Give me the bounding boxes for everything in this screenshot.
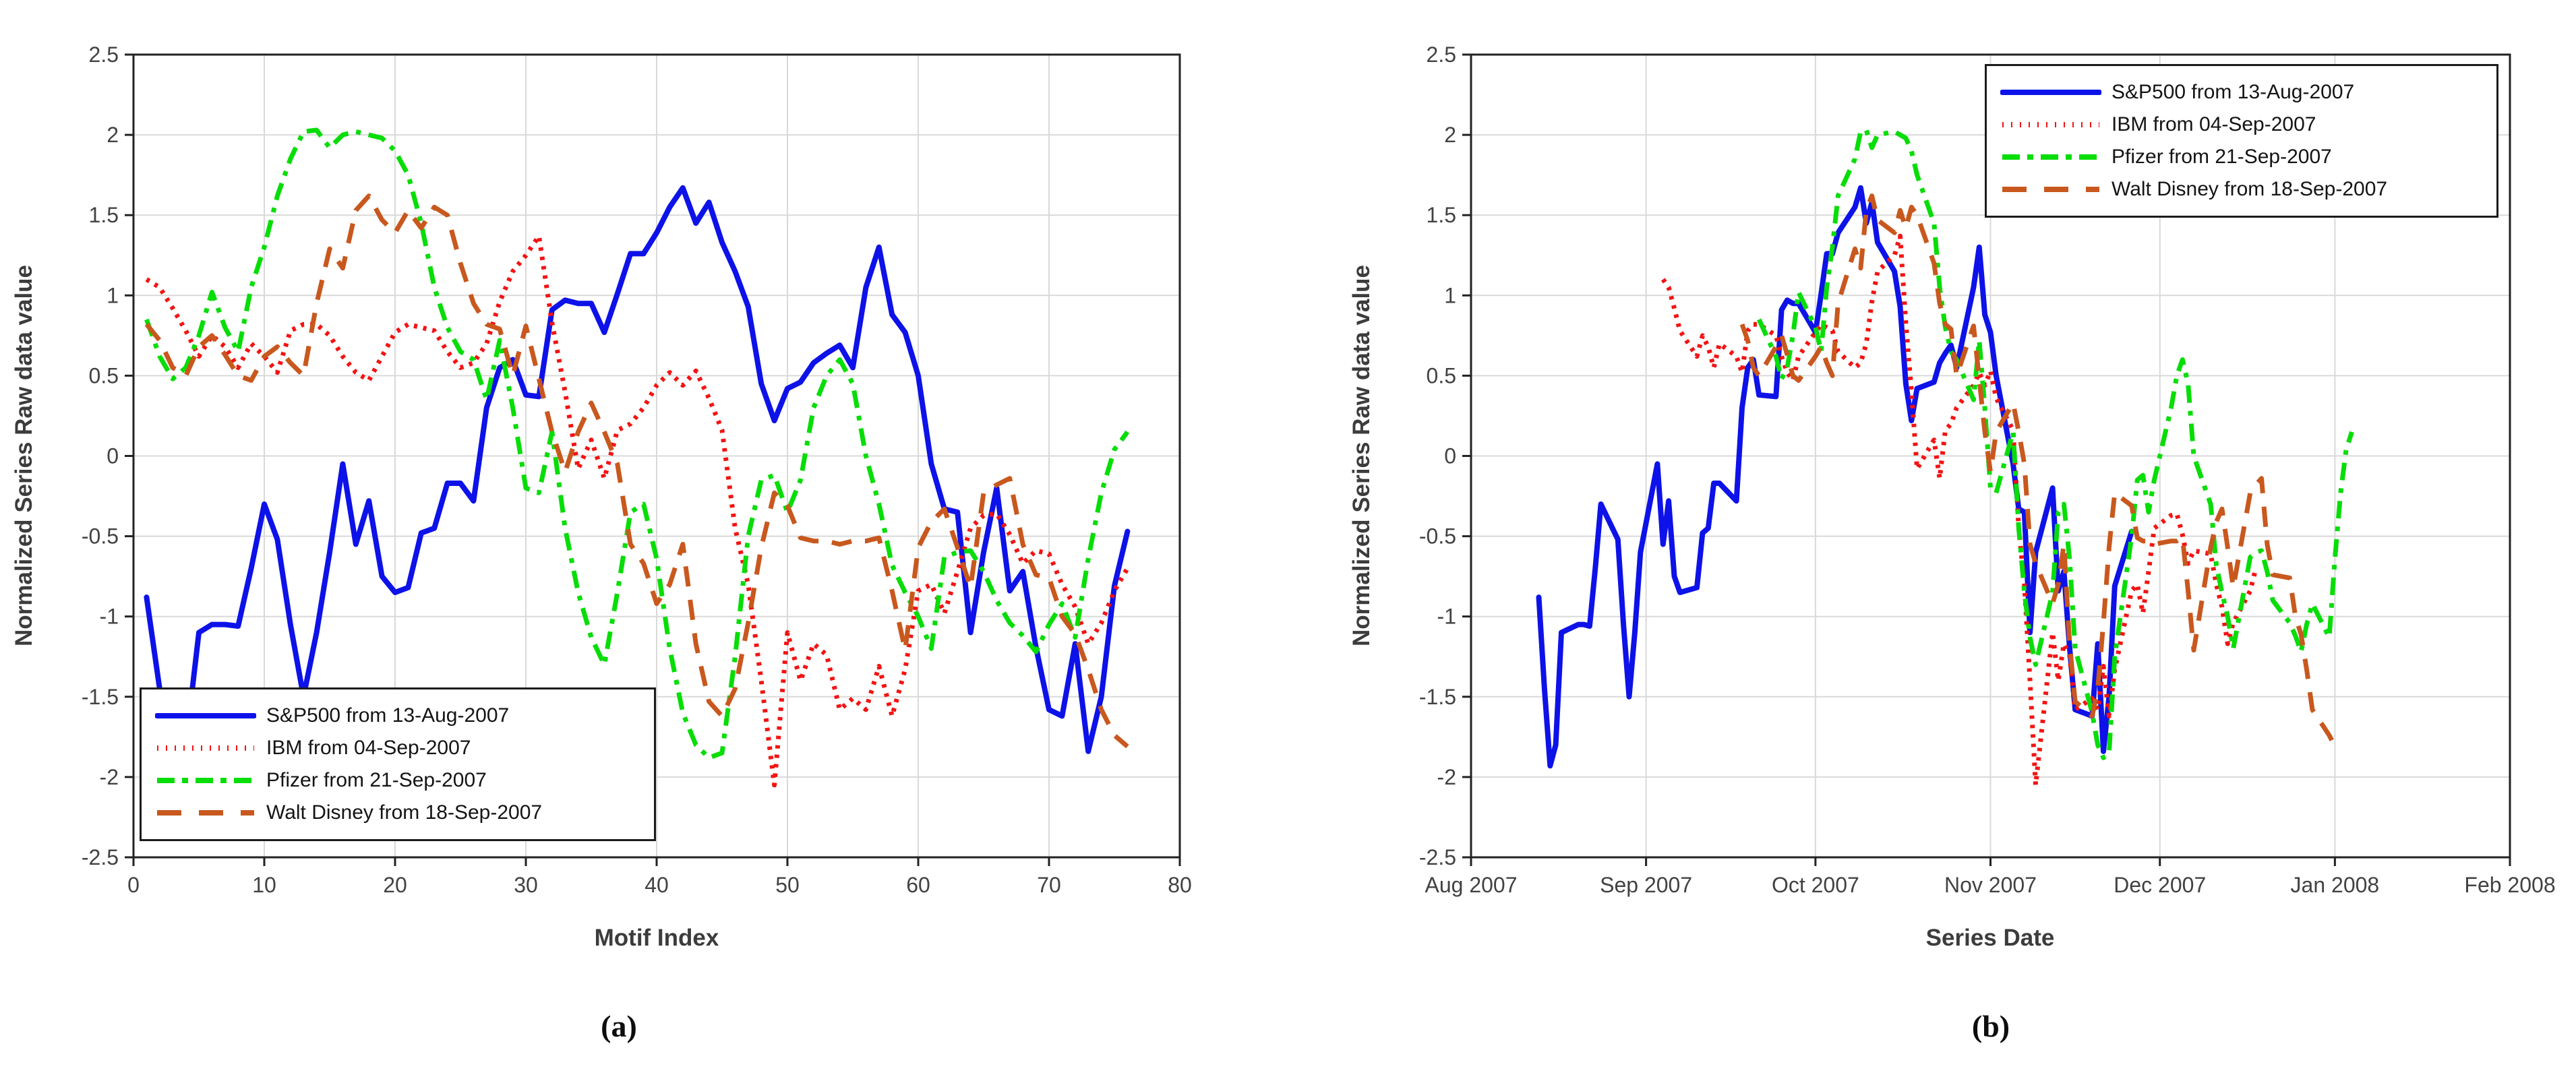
y-tick-label: 1.5 <box>89 203 119 227</box>
legend-item-pfizer: Pfizer from 21-Sep-2007 <box>1987 146 2496 168</box>
chart-b-plot: Aug 2007 Sep 2007 Oct 2007 Nov 2007 Dec 2007… <box>1419 42 2556 897</box>
x-tick-label: Nov 2007 <box>1944 873 2037 897</box>
legend-label-ibm: IBM from 04-Sep-2007 <box>2111 113 2316 135</box>
legend-label-disney: Walt Disney from 18-Sep-2007 <box>2111 178 2388 200</box>
series-line-ibm <box>1660 233 2258 788</box>
legend-label-sp500: S&P500 from 13-Aug-2007 <box>266 704 510 727</box>
legend-b: S&P500 from 13-Aug-2007 IBM from 04-Sep-… <box>1985 64 2498 218</box>
y-tick-label: 0.5 <box>1427 363 1456 388</box>
y-tick-label: -2 <box>1437 765 1456 789</box>
x-tick-label: 30 <box>514 873 538 897</box>
y-axis-label-a: Normalized Series Raw data value <box>11 264 37 647</box>
y-tick-label: 1.5 <box>1427 203 1456 227</box>
legend-item-disney: Walt Disney from 18-Sep-2007 <box>1987 178 2496 201</box>
x-axis-label-a: Motif Index <box>594 925 719 951</box>
y-tick-label: -1.5 <box>1419 685 1456 709</box>
legend-item-sp500: S&P500 from 13-Aug-2007 <box>142 704 654 727</box>
ibm-line-sample-icon <box>2000 119 2101 131</box>
series-line-pfizer <box>144 127 1130 760</box>
y-tick-label: -2.5 <box>1419 845 1456 869</box>
y-tick-label: -0.5 <box>1419 524 1456 549</box>
y-tick-label: 0 <box>1444 444 1456 468</box>
x-tick-label: 80 <box>1168 873 1192 897</box>
y-axis-label-b: Normalized Series Raw data value <box>1348 264 1375 647</box>
legend-item-pfizer: Pfizer from 21-Sep-2007 <box>142 769 654 792</box>
legend-label-disney: Walt Disney from 18-Sep-2007 <box>266 801 543 824</box>
x-tick-label: 70 <box>1037 873 1061 897</box>
series-line-sp500 <box>144 185 1131 769</box>
legend-a: S&P500 from 13-Aug-2007 IBM from 04-Sep-… <box>140 687 656 841</box>
sp500-line-sample-icon <box>155 710 256 722</box>
y-tick-label: -0.5 <box>82 524 119 549</box>
caption-b: (b) <box>1971 1009 2010 1043</box>
legend-label-pfizer: Pfizer from 21-Sep-2007 <box>2111 146 2332 168</box>
y-tick-label: -1.5 <box>82 685 119 709</box>
caption-a: (a) <box>601 1009 637 1043</box>
legend-item-sp500: S&P500 from 13-Aug-2007 <box>1987 81 2496 104</box>
x-tick-label: 60 <box>906 873 930 897</box>
legend-label-pfizer: Pfizer from 21-Sep-2007 <box>266 769 487 791</box>
legend-item-ibm: IBM from 04-Sep-2007 <box>142 737 654 760</box>
y-tick-label: -1 <box>1437 605 1456 629</box>
legend-label-sp500: S&P500 from 13-Aug-2007 <box>2111 81 2355 103</box>
x-tick-label: Sep 2007 <box>1600 873 1692 897</box>
y-tick-label: -1 <box>100 605 119 629</box>
legend-item-disney: Walt Disney from 18-Sep-2007 <box>142 801 654 824</box>
sp500-line-sample-icon <box>2000 86 2101 98</box>
y-tick-label: 2.5 <box>1427 42 1456 67</box>
y-tick-label: 0.5 <box>89 363 119 388</box>
chart-a-plot: 0 10 20 30 40 50 60 70 80 2.5 2 1.5 1 0.5 0 -0.5 -1 -1.5 -… <box>82 42 1192 897</box>
x-tick-label: 40 <box>645 873 669 897</box>
x-tick-label: 20 <box>383 873 407 897</box>
x-tick-label: Aug 2007 <box>1425 873 1517 897</box>
series-line-disney <box>144 193 1129 749</box>
pfizer-line-sample-icon <box>2000 151 2101 163</box>
ibm-line-sample-icon <box>155 742 256 754</box>
y-tick-label: 1 <box>1444 283 1456 307</box>
y-tick-label: -2 <box>100 765 119 789</box>
y-tick-label: 2 <box>107 123 119 147</box>
x-tick-label: Feb 2008 <box>2464 873 2555 897</box>
disney-line-sample-icon <box>2000 183 2101 195</box>
x-tick-label: Dec 2007 <box>2114 873 2206 897</box>
x-tick-label: 50 <box>775 873 800 897</box>
y-tick-label: 1 <box>107 283 119 307</box>
x-axis-label-b: Series Date <box>1925 925 2055 951</box>
x-tick-label: 0 <box>127 873 140 897</box>
x-tick-label: 10 <box>252 873 276 897</box>
series-line-sp500 <box>1536 185 2134 769</box>
disney-line-sample-icon <box>155 807 256 819</box>
y-tick-label: 0 <box>107 444 119 468</box>
legend-label-ibm: IBM from 04-Sep-2007 <box>266 737 471 759</box>
legend-item-ibm: IBM from 04-Sep-2007 <box>1987 113 2496 136</box>
x-tick-label: Jan 2008 <box>2291 873 2380 897</box>
y-tick-label: -2.5 <box>82 845 119 869</box>
series-line-disney <box>1739 193 2337 748</box>
series-line-pfizer <box>1756 127 2354 760</box>
x-tick-label: Oct 2007 <box>1772 873 1859 897</box>
y-tick-label: 2 <box>1444 123 1456 147</box>
y-tick-label: 2.5 <box>89 42 119 67</box>
pfizer-line-sample-icon <box>155 774 256 787</box>
